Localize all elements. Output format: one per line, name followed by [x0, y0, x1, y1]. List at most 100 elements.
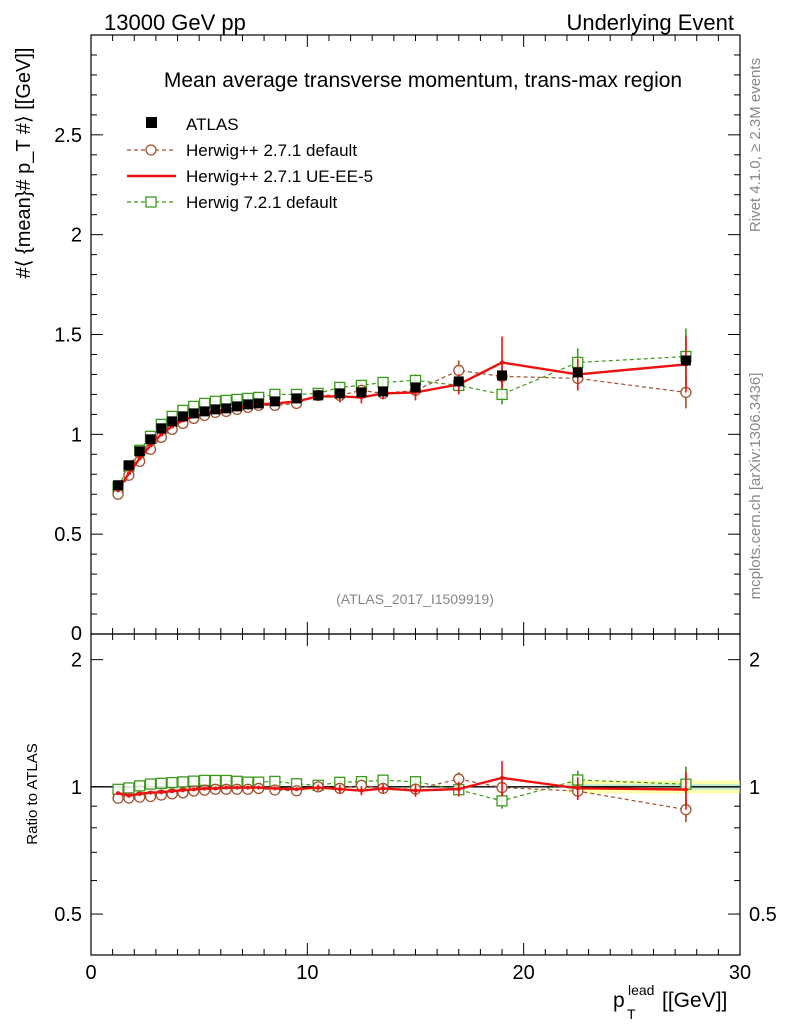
herwig-7-2-1-default-point	[496, 795, 508, 807]
atlas-data-point	[113, 480, 124, 491]
x-axis-label-subscript: T	[627, 1006, 636, 1022]
herwig-2-7-1-ue-ee-5-point	[137, 456, 142, 461]
atlas-data-point	[680, 355, 691, 366]
herwig-7-2-1-default-point	[377, 376, 389, 389]
atlas-data-point	[453, 376, 464, 387]
herwig-2-7-1-ue-ee-5-point	[202, 786, 207, 791]
herwig-2-7-1-ue-ee-5-point	[294, 787, 299, 792]
atlas-data-point	[334, 388, 345, 399]
herwig-2-7-1-default-main-line	[117, 369, 686, 495]
herwig-7-2-1-default-point	[177, 776, 189, 788]
atlas-data-point	[145, 434, 156, 445]
herwig-2-7-1-ue-ee-5-point	[683, 787, 688, 792]
y-tick-label: 1	[71, 424, 82, 446]
atlas-data-point	[378, 386, 389, 397]
herwig-2-7-1-ue-ee-5-point	[456, 787, 461, 792]
herwig-7-2-1-default-point	[134, 780, 146, 792]
herwig-2-7-1-ue-ee-5-point	[500, 360, 505, 365]
atlas-data-point	[123, 460, 134, 471]
herwig-7-2-1-default-point	[188, 775, 200, 787]
mcplots-reference-label: mcplots.cern.ch [arXiv:1306.3436]	[747, 373, 764, 600]
legend-herwig7-default-label: Herwig 7.2.1 default	[186, 193, 337, 212]
atlas-data-point	[410, 382, 421, 393]
legend-herwig7-default-marker	[145, 196, 157, 208]
header-process-label: Underlying Event	[566, 10, 734, 35]
atlas-data-point	[269, 396, 280, 407]
herwig-2-7-1-ue-ee-5-point	[159, 790, 164, 795]
x-tick-label: 30	[729, 962, 751, 984]
header-energy-label: 13000 GeV pp	[104, 10, 246, 35]
atlas-data-point	[253, 398, 264, 409]
x-axis-label-base: p	[613, 989, 625, 1012]
atlas-data-point	[177, 411, 188, 422]
herwig-2-7-1-default-point	[453, 364, 465, 377]
atlas-data-point	[156, 423, 167, 434]
atlas-data-point	[291, 393, 302, 404]
herwig-2-7-1-ue-ee-5-point	[337, 787, 342, 792]
ratio-tick-label-right: 0.5	[749, 904, 777, 926]
ratio-tick-label: 0.5	[54, 904, 82, 926]
atlas-data-point	[210, 404, 221, 415]
legend-herwigpp-ueee5-label: Herwig++ 2.7.1 UE-EE-5	[186, 167, 373, 186]
herwig-7-2-1-default-main-line	[117, 355, 686, 488]
atlas-data-point	[232, 401, 243, 412]
herwig-2-7-1-ue-ee-5-point	[116, 791, 121, 796]
herwig-2-7-1-ue-ee-5-point	[235, 785, 240, 790]
legend-atlas-marker	[146, 117, 157, 128]
herwig-2-7-1-ue-ee-5-point	[256, 785, 261, 790]
herwig-7-2-1-default-point	[144, 778, 157, 790]
herwig-2-7-1-ue-ee-5-point	[413, 788, 418, 793]
herwig-7-2-1-default-point	[166, 776, 178, 789]
herwig-2-7-1-ue-ee-5-point	[137, 792, 142, 797]
y-tick-label: 0	[71, 623, 82, 645]
herwig-7-2-1-default-point	[123, 782, 135, 794]
herwig-2-7-1-ue-ee-5-point	[191, 787, 196, 792]
ratio-tick-label-right: 1	[749, 777, 760, 799]
y-tick-label: 0.5	[54, 524, 82, 546]
herwig-7-2-1-default-point	[155, 777, 167, 789]
data-marks	[112, 328, 692, 823]
atlas-data-point	[167, 416, 178, 427]
atlas-data-point	[221, 403, 232, 414]
atlas-data-point	[134, 446, 145, 457]
herwig-2-7-1-ue-ee-5-point	[224, 785, 229, 790]
ratio-tick-label: 2	[71, 650, 82, 672]
axis-ticks: 0 10 20 30 0 0.5 1 1.5 2 2.5 0.5 1 2 0.5 1 2	[54, 35, 777, 984]
ratio-y-axis-label: Ratio to ATLAS	[24, 743, 41, 844]
x-tick-label: 0	[85, 962, 96, 984]
x-axis-label: p lead T [[GeV]]	[613, 982, 727, 1022]
atlas-data-point	[356, 387, 367, 398]
ratio-tick-label-right: 2	[749, 650, 760, 672]
herwig-2-7-1-ue-ee-5-point	[170, 789, 175, 794]
y-tick-label: 2	[71, 225, 82, 247]
rivet-version-label: Rivet 4.1.0, ≥ 2.3M events	[747, 58, 764, 232]
atlas-data-point	[497, 370, 508, 381]
atlas-data-point	[572, 367, 583, 378]
atlas-data-point	[188, 408, 199, 419]
herwig-2-7-1-ue-ee-5-point	[245, 785, 250, 790]
herwig-2-7-1-ue-ee-5-point	[316, 785, 321, 790]
atlas-data-point	[199, 406, 210, 417]
herwig-2-7-1-ue-ee-5-point	[575, 786, 580, 791]
herwig-2-7-1-ue-ee-5-point	[126, 471, 131, 476]
legend-atlas-label: ATLAS	[186, 115, 239, 134]
y-tick-label: 2.5	[54, 125, 82, 147]
herwig-2-7-1-ue-ee-5-point	[180, 788, 185, 793]
herwig-2-7-1-ue-ee-5-point	[272, 786, 277, 791]
herwig-2-7-1-ue-ee-5-point	[381, 786, 386, 791]
legend: ATLAS Herwig++ 2.7.1 default Herwig++ 2.…	[127, 115, 373, 212]
legend-herwigpp-default-marker	[145, 144, 157, 156]
herwig-2-7-1-ue-ee-5-point	[148, 790, 153, 795]
chart-title: Mean average transverse momentum, trans-…	[164, 69, 682, 92]
y-tick-label: 1.5	[54, 325, 82, 347]
legend-herwigpp-default-label: Herwig++ 2.7.1 default	[186, 141, 357, 160]
x-tick-label: 10	[296, 962, 318, 984]
x-axis-label-superscript: lead	[628, 982, 654, 998]
y-axis-label: #⟨ {mean}# p_T #⟩ [[GeV]]	[13, 48, 35, 279]
x-axis-label-unit: [[GeV]]	[662, 989, 727, 1012]
herwig-7-2-1-default-point	[198, 774, 211, 787]
x-tick-label: 20	[513, 962, 535, 984]
ratio-tick-label: 1	[71, 777, 82, 799]
herwig-2-7-1-ue-ee-5-point	[213, 786, 218, 791]
